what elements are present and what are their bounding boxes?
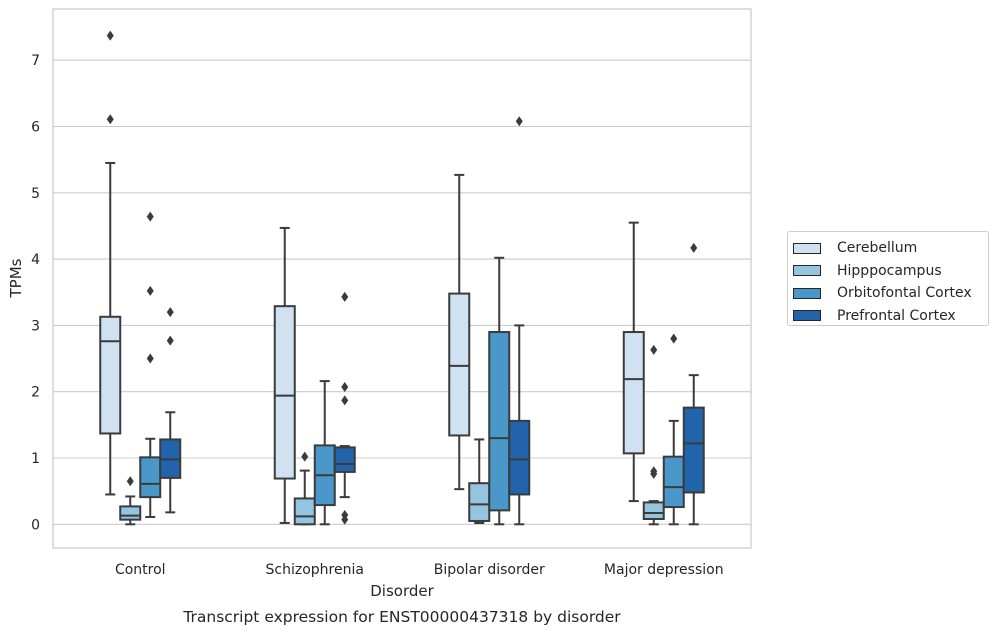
y-axis-ticks: 0 1 2 3 4 5 6 7 — [31, 53, 40, 533]
iqr-box — [682, 406, 705, 494]
x-tick-label: Schizophrenia — [266, 562, 364, 578]
iqr-box — [333, 446, 356, 473]
box-hipppocampus-3 — [642, 344, 665, 526]
iqr-box — [119, 505, 142, 521]
legend-swatch — [793, 265, 821, 277]
box-cerebellum-3 — [622, 221, 645, 503]
legend-entry: Hipppocampus — [793, 260, 988, 283]
outlier-point — [166, 335, 174, 346]
box-cerebellum-2 — [448, 173, 471, 491]
outlier-point — [166, 307, 174, 318]
iqr-box — [642, 501, 665, 520]
x-tick-label: Major depression — [604, 562, 724, 578]
box-hipppocampus-0 — [119, 476, 142, 526]
y-tick-label: 0 — [31, 517, 40, 533]
x-axis-label: Disorder — [370, 582, 434, 600]
legend-label: Hipppocampus — [837, 262, 942, 279]
chart-title: Transcript expression for ENST0000043731… — [182, 608, 621, 626]
box-prefrontal-cortex-2 — [508, 116, 531, 526]
legend: Cerebellum Hipppocampus Orbitofontal Corte… — [787, 231, 989, 326]
box-orbitofontal-cortex-0 — [139, 211, 162, 519]
plot-border — [52, 8, 752, 549]
x-tick-label: Control — [115, 562, 166, 578]
iqr-box — [448, 292, 471, 437]
legend-label: Orbitofontal Cortex — [837, 285, 972, 302]
gridlines — [53, 59, 751, 525]
legend-swatch — [793, 287, 821, 299]
iqr-box — [508, 419, 531, 496]
outlier-point — [341, 382, 349, 393]
outlier-point — [650, 466, 658, 477]
box-hipppocampus-2 — [468, 438, 491, 524]
plot-frame — [52, 8, 752, 549]
box-hipppocampus-1 — [293, 451, 316, 526]
outlier-point — [670, 333, 678, 344]
box-orbitofontal-cortex-3 — [662, 333, 685, 526]
iqr-box — [139, 456, 162, 499]
box-prefrontal-cortex-0 — [159, 307, 182, 514]
outlier-point — [126, 476, 134, 487]
iqr-box — [622, 331, 645, 455]
legend-label: Cerebellum — [837, 240, 918, 257]
y-tick-label: 2 — [31, 385, 40, 401]
x-tick-label: Bipolar disorder — [434, 562, 545, 578]
legend-entry: Prefrontal Cortex — [793, 305, 988, 328]
y-tick-label: 7 — [31, 53, 40, 69]
y-axis-label: TPMs — [7, 258, 25, 298]
outlier-point — [146, 285, 154, 296]
iqr-box — [293, 497, 316, 526]
iqr-box — [488, 331, 511, 512]
y-tick-label: 4 — [31, 252, 40, 268]
iqr-box — [662, 455, 685, 509]
outlier-point — [106, 30, 114, 41]
box-orbitofontal-cortex-2 — [488, 256, 511, 526]
box-plot-series — [99, 30, 705, 526]
legend-swatch — [793, 242, 821, 254]
legend-swatch — [793, 310, 821, 322]
outlier-point — [515, 116, 523, 127]
outlier-point — [650, 344, 658, 355]
box-orbitofontal-cortex-1 — [313, 380, 336, 526]
outlier-point — [146, 211, 154, 222]
legend-entry: Orbitofontal Cortex — [793, 282, 988, 305]
y-tick-label: 6 — [31, 120, 40, 136]
iqr-box — [273, 305, 296, 480]
outlier-point — [146, 353, 154, 364]
legend-entry: Cerebellum — [793, 237, 988, 260]
outlier-point — [341, 291, 349, 302]
outlier-point — [341, 510, 349, 521]
box-cerebellum-1 — [273, 226, 296, 524]
iqr-box — [99, 315, 122, 435]
box-prefrontal-cortex-1 — [333, 291, 356, 525]
y-tick-label: 1 — [31, 451, 40, 467]
outlier-point — [106, 114, 114, 125]
outlier-point — [301, 451, 309, 462]
outlier-point — [690, 242, 698, 253]
box-cerebellum-0 — [99, 30, 122, 496]
y-tick-label: 3 — [31, 318, 40, 334]
outlier-point — [341, 395, 349, 406]
legend-label: Prefrontal Cortex — [837, 307, 956, 324]
y-tick-label: 5 — [31, 186, 40, 202]
x-axis-ticks: Control Schizophrenia Bipolar disorder Majo… — [115, 562, 724, 578]
iqr-box — [468, 482, 491, 522]
box-prefrontal-cortex-3 — [682, 242, 705, 526]
